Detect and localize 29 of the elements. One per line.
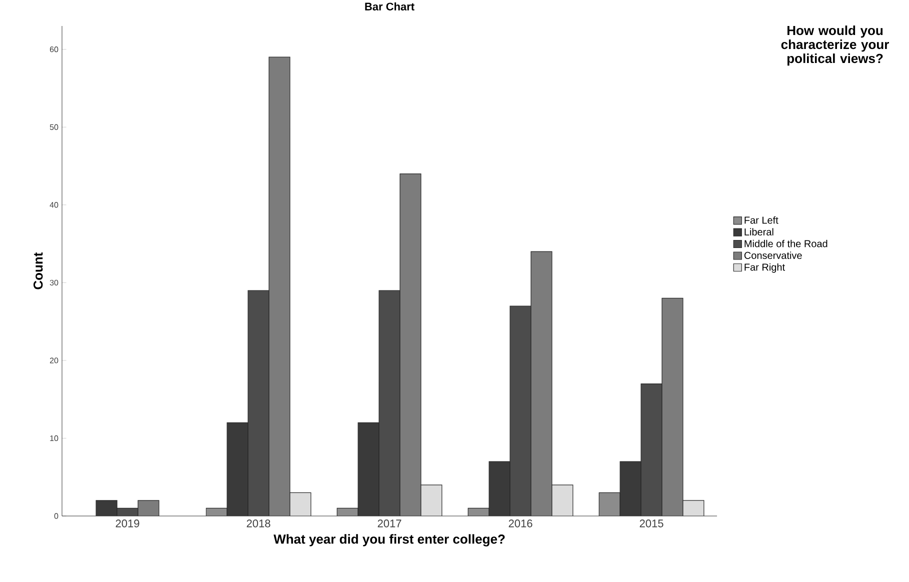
y-tick-label: 20 xyxy=(50,358,58,364)
legend-label: Liberal xyxy=(744,228,774,236)
bar xyxy=(488,461,510,516)
y-tick-label: 50 xyxy=(50,124,58,130)
x-tick-label: 2016 xyxy=(508,520,532,528)
legend-label: Far Left xyxy=(744,216,778,224)
bar xyxy=(420,484,442,516)
legend-label: Conservative xyxy=(744,252,802,259)
bar xyxy=(598,492,620,516)
y-tick-label: 0 xyxy=(54,513,58,519)
x-tick-label: 2019 xyxy=(116,520,140,528)
y-axis-title: Count xyxy=(34,252,43,290)
y-tick-label: 60 xyxy=(50,46,58,52)
bar xyxy=(290,492,312,516)
bar xyxy=(552,484,574,516)
y-tick-label: 10 xyxy=(50,435,58,442)
legend-label: Far Right xyxy=(744,263,785,273)
x-tick-label: 2018 xyxy=(246,520,270,528)
chart-title: Bar Chart xyxy=(365,2,414,10)
bar xyxy=(226,422,248,516)
legend-label: Middle of the Road xyxy=(744,240,828,248)
y-tick-label: 30 xyxy=(50,280,58,286)
y-tick-label: 40 xyxy=(50,202,58,208)
x-tick-label: 2015 xyxy=(640,520,664,528)
x-axis-title: What year did you first enter college? xyxy=(274,534,505,546)
x-tick-label: 2017 xyxy=(378,520,402,528)
legend-title: How would you characterize your political views? xyxy=(781,26,889,66)
bar xyxy=(620,461,642,516)
bar xyxy=(358,422,380,516)
